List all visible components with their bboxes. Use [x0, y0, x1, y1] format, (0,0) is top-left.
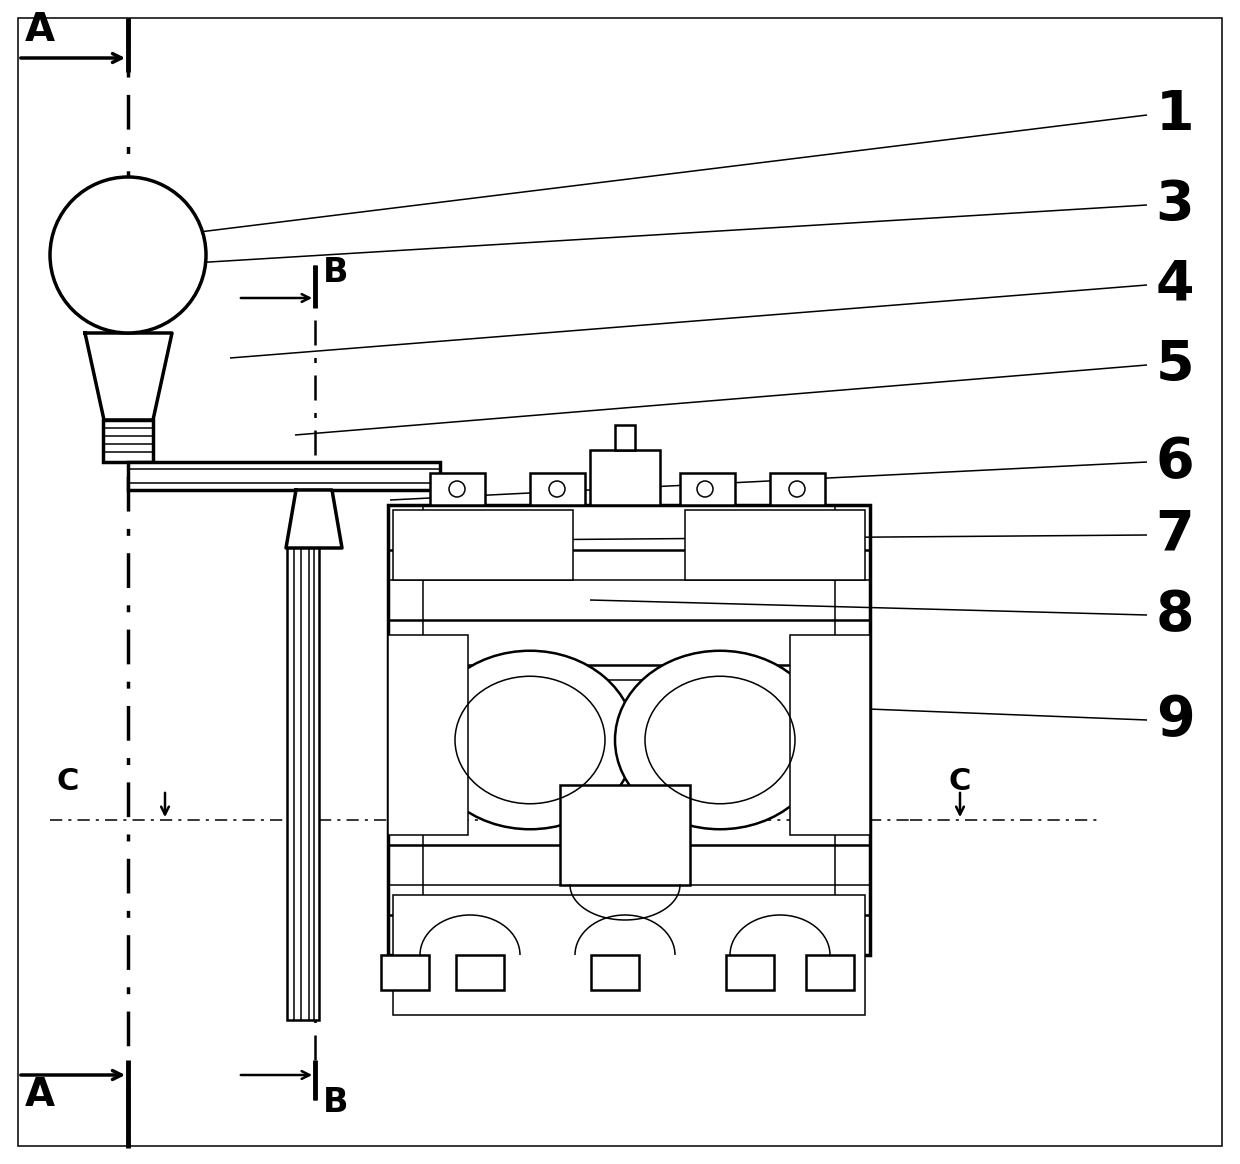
Text: 7: 7: [1156, 508, 1194, 562]
Bar: [806, 954, 854, 991]
Bar: [725, 954, 774, 991]
Bar: [591, 954, 639, 991]
Circle shape: [697, 481, 713, 497]
Bar: [615, 425, 635, 450]
Text: A: A: [25, 10, 55, 49]
Bar: [388, 636, 467, 835]
Bar: [590, 450, 660, 505]
Text: 9: 9: [1156, 693, 1194, 747]
Bar: [286, 548, 319, 1020]
Text: 6: 6: [1156, 435, 1194, 489]
Text: C: C: [57, 767, 79, 796]
Bar: [680, 473, 735, 505]
Bar: [430, 473, 485, 505]
Circle shape: [50, 177, 206, 333]
Circle shape: [549, 481, 565, 497]
Text: C: C: [949, 767, 971, 796]
Bar: [393, 895, 866, 1015]
Text: B: B: [322, 256, 348, 289]
Circle shape: [789, 481, 805, 497]
Text: 1: 1: [1156, 88, 1194, 142]
Text: 5: 5: [1156, 338, 1194, 392]
Polygon shape: [86, 333, 172, 420]
Ellipse shape: [615, 651, 825, 829]
Bar: [393, 510, 573, 580]
Bar: [684, 510, 866, 580]
Bar: [103, 420, 153, 462]
Bar: [456, 954, 503, 991]
Bar: [560, 785, 689, 885]
Text: B: B: [322, 1086, 348, 1120]
Text: 3: 3: [1156, 178, 1194, 232]
Text: 8: 8: [1156, 588, 1194, 643]
Bar: [770, 473, 825, 505]
Bar: [128, 462, 440, 490]
Bar: [381, 954, 429, 991]
Bar: [388, 505, 870, 954]
Text: A: A: [25, 1076, 55, 1114]
Text: 4: 4: [1156, 258, 1194, 312]
Circle shape: [449, 481, 465, 497]
Polygon shape: [286, 490, 342, 548]
Bar: [790, 636, 870, 835]
Ellipse shape: [425, 651, 635, 829]
Bar: [529, 473, 585, 505]
